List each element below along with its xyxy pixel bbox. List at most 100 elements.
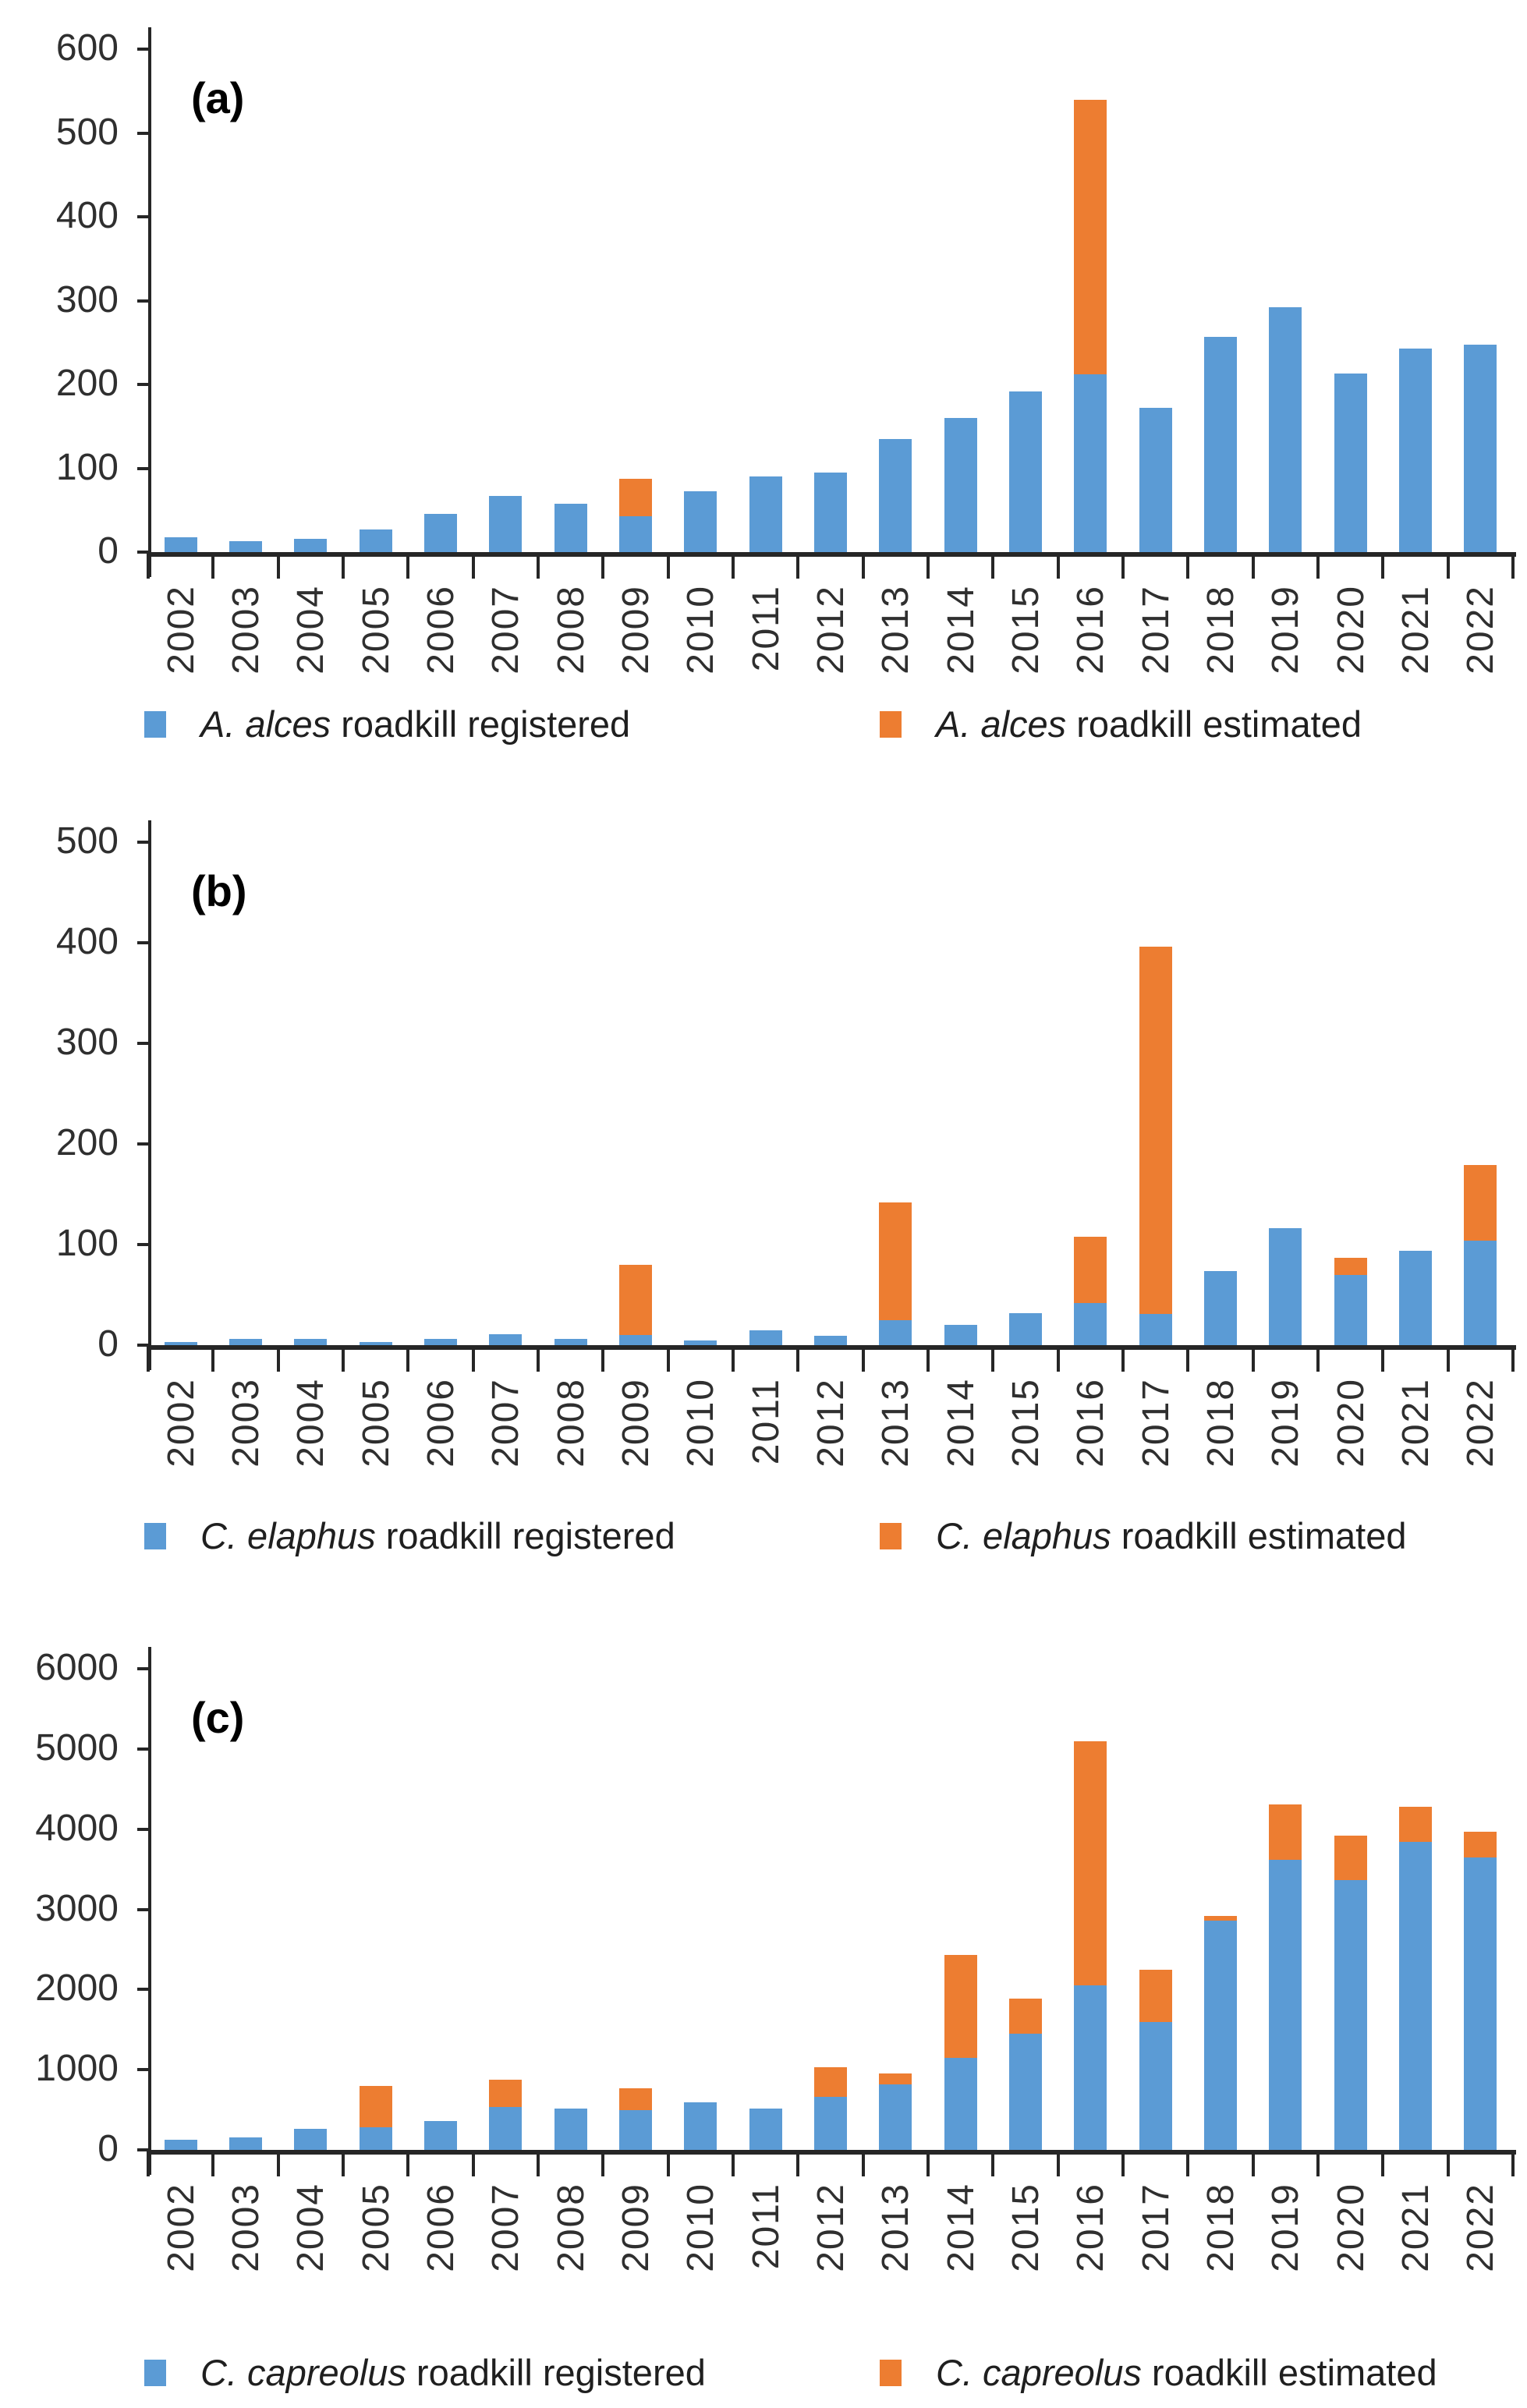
x-axis-tick	[276, 557, 280, 579]
y-tick-label: 400	[55, 195, 119, 236]
x-axis-tick	[861, 1350, 865, 1372]
x-tick-label: 2016	[1070, 1378, 1112, 1468]
x-tick-label: 2019	[1265, 2183, 1307, 2272]
bar-estimated-2018	[1204, 1915, 1237, 1921]
x-tick-label: 2008	[550, 585, 592, 675]
bar-estimated-2020	[1334, 1257, 1367, 1275]
x-axis-tick	[732, 2155, 735, 2176]
bar-estimated-2019	[1269, 1804, 1302, 1860]
x-tick-label: 2002	[160, 585, 202, 675]
x-axis-tick	[666, 557, 670, 579]
x-tick-label: 2002	[160, 2183, 202, 2272]
bar-registered-2018	[1204, 336, 1237, 552]
bar-registered-2016	[1074, 1302, 1107, 1345]
bar-registered-2009	[619, 2109, 652, 2150]
x-axis-line	[147, 1345, 1516, 1350]
legend-label: C. elaphus roadkill registered	[200, 1515, 675, 1556]
x-tick-label: 2019	[1265, 1378, 1307, 1468]
bar-registered-2002	[164, 536, 197, 552]
x-axis-tick	[276, 2155, 280, 2176]
bar-registered-2012	[814, 1336, 847, 1345]
y-tick-label: 4000	[35, 1807, 119, 1849]
bar-estimated-2022	[1464, 1165, 1497, 1241]
x-tick-label: 2013	[875, 1378, 917, 1468]
bar-registered-2006	[424, 1339, 457, 1345]
y-axis-tick	[137, 1142, 148, 1146]
x-tick-label: 2002	[160, 1378, 202, 1468]
legend-item-registered: C. elaphus roadkill registered	[144, 1514, 675, 1557]
y-axis-tick	[137, 2068, 148, 2072]
x-axis-tick	[1381, 557, 1385, 579]
bar-registered-2022	[1464, 1857, 1497, 2150]
bar-registered-2011	[749, 476, 782, 552]
bar-registered-2015	[1009, 2033, 1042, 2150]
x-axis-tick	[147, 557, 150, 579]
legend-label: A. alces roadkill registered	[200, 703, 631, 745]
x-tick-label: 2012	[810, 1378, 852, 1468]
x-axis-tick	[601, 557, 605, 579]
bar-registered-2017	[1139, 1314, 1172, 1345]
x-tick-label: 2010	[680, 2183, 722, 2272]
y-axis-tick	[137, 841, 148, 844]
y-tick-label: 100	[55, 1223, 119, 1264]
bar-registered-2012	[814, 2097, 847, 2150]
y-tick-label: 300	[55, 1022, 119, 1063]
x-tick-label: 2005	[355, 1378, 397, 1468]
bar-registered-2007	[489, 1333, 523, 1345]
x-axis-tick	[471, 557, 475, 579]
x-axis-tick	[1251, 2155, 1255, 2176]
legend-swatch-estimated	[880, 1522, 902, 1549]
x-axis-tick	[537, 2155, 540, 2176]
bar-registered-2004	[294, 2129, 328, 2150]
bar-estimated-2014	[944, 1955, 977, 2058]
x-axis-tick	[1056, 1350, 1060, 1372]
y-axis-tick	[137, 1988, 148, 1992]
x-tick-label: 2007	[485, 1378, 527, 1468]
x-axis-tick	[406, 2155, 410, 2176]
bar-registered-2015	[1009, 391, 1042, 552]
y-tick-label: 0	[97, 2128, 119, 2169]
x-tick-label: 2017	[1135, 585, 1177, 675]
bar-registered-2011	[749, 2108, 782, 2150]
bar-estimated-2016	[1074, 1740, 1107, 1986]
legend-item-registered: C. capreolus roadkill registered	[144, 2351, 706, 2394]
bar-estimated-2013	[879, 2073, 912, 2084]
x-tick-label: 2021	[1395, 2183, 1437, 2272]
x-tick-label: 2003	[225, 2183, 267, 2272]
y-tick-label: 1000	[35, 2048, 119, 2090]
y-axis-tick	[137, 941, 148, 944]
x-axis-tick	[1056, 2155, 1060, 2176]
x-axis-tick	[471, 2155, 475, 2176]
bar-estimated-2012	[814, 2067, 847, 2098]
x-axis-tick	[1511, 557, 1515, 579]
x-axis-tick	[1121, 2155, 1125, 2176]
x-tick-label: 2011	[745, 585, 787, 672]
chart-panel-c: (c) 0 1000 2000 3000 4000 5000 6000 2002 2003 200…	[0, 1608, 1527, 2408]
legend-label: A. alces roadkill estimated	[936, 703, 1362, 745]
bar-registered-2021	[1399, 1842, 1432, 2150]
y-axis-tick	[137, 1042, 148, 1045]
x-tick-label: 2022	[1460, 2183, 1502, 2272]
x-axis-tick	[991, 1350, 995, 1372]
panel-label-a: (a)	[191, 73, 245, 122]
bar-registered-2013	[879, 2084, 912, 2150]
x-tick-label: 2009	[615, 585, 657, 675]
bar-registered-2009	[619, 1335, 652, 1345]
x-tick-label: 2012	[810, 2183, 852, 2272]
x-tick-label: 2014	[940, 1378, 982, 1468]
x-axis-tick	[1186, 557, 1190, 579]
x-tick-label: 2003	[225, 585, 267, 675]
x-axis-tick	[1121, 557, 1125, 579]
y-tick-label: 5000	[35, 1726, 119, 1769]
x-tick-label: 2017	[1135, 2183, 1177, 2272]
legend-swatch-registered	[144, 710, 166, 738]
y-axis-tick	[137, 1907, 148, 1911]
x-axis-tick	[211, 1350, 215, 1372]
bar-registered-2005	[359, 2127, 392, 2150]
bar-registered-2018	[1204, 1920, 1237, 2150]
x-axis-tick	[1446, 557, 1450, 579]
bar-registered-2003	[229, 541, 262, 552]
x-tick-label: 2018	[1200, 1378, 1242, 1468]
bar-registered-2002	[164, 1342, 197, 1345]
bar-estimated-2009	[619, 1264, 652, 1336]
